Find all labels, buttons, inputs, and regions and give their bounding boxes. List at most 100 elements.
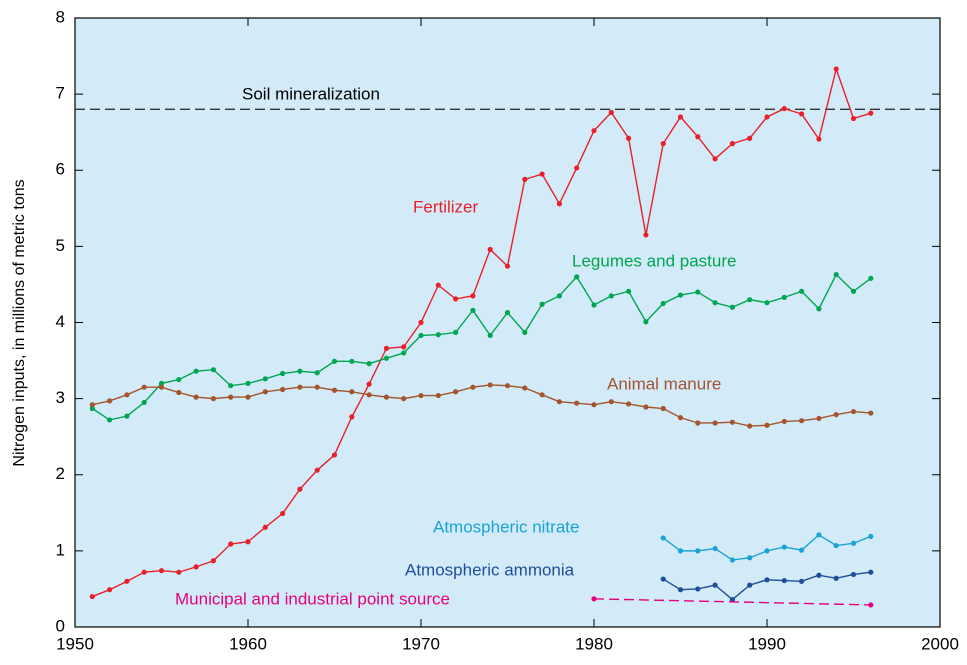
point — [677, 548, 684, 554]
point — [539, 171, 545, 177]
y-tick-label: 6 — [56, 160, 65, 179]
point — [833, 575, 839, 581]
point — [556, 399, 563, 405]
point — [418, 392, 424, 399]
point — [556, 293, 563, 299]
point — [591, 128, 597, 134]
point — [297, 384, 303, 390]
point — [764, 577, 770, 583]
point — [504, 310, 511, 316]
point — [262, 389, 268, 395]
point — [107, 398, 113, 404]
point — [799, 578, 805, 584]
point — [504, 263, 511, 269]
point — [158, 384, 165, 390]
point — [193, 394, 199, 400]
point — [522, 329, 528, 335]
point — [228, 383, 234, 389]
point — [747, 297, 753, 303]
plot-frame — [74, 17, 941, 628]
point — [608, 293, 614, 299]
y-tick-label: 4 — [56, 312, 65, 331]
point — [280, 510, 286, 517]
point — [193, 564, 199, 570]
series-label: Municipal and industrial point source — [175, 589, 450, 608]
point — [314, 370, 320, 376]
series-label: Legumes and pasture — [572, 251, 736, 270]
point — [124, 392, 130, 398]
point — [366, 392, 372, 398]
y-tick-label: 0 — [56, 616, 65, 635]
point — [695, 548, 701, 554]
point — [158, 380, 165, 386]
point — [799, 111, 805, 117]
series-label: Atmospheric ammonia — [405, 560, 575, 579]
point — [729, 557, 736, 563]
point — [816, 136, 822, 142]
point — [850, 408, 857, 415]
point — [522, 176, 528, 182]
point — [401, 344, 407, 350]
point — [712, 582, 718, 588]
point — [349, 389, 355, 395]
point — [245, 394, 251, 400]
point — [314, 467, 320, 473]
point — [591, 596, 597, 602]
point — [764, 114, 770, 120]
point — [816, 415, 822, 422]
point — [712, 545, 718, 552]
x-tick-label: 1990 — [748, 634, 786, 653]
point — [453, 329, 459, 335]
series-label: Soil mineralization — [242, 84, 380, 103]
x-tick-label: 2000 — [921, 634, 959, 653]
point — [453, 389, 459, 395]
point — [418, 319, 424, 326]
point — [729, 419, 736, 425]
point — [868, 569, 874, 575]
point — [141, 384, 147, 390]
point — [643, 319, 649, 325]
series-line — [593, 598, 871, 606]
point — [608, 399, 614, 405]
x-tick-label: 1960 — [229, 634, 267, 653]
point — [418, 332, 424, 339]
point — [487, 332, 493, 339]
point — [349, 414, 355, 420]
point — [677, 587, 684, 593]
point — [729, 304, 736, 310]
point — [89, 402, 95, 408]
point — [280, 386, 286, 393]
point — [124, 578, 130, 584]
point — [522, 385, 528, 391]
point — [470, 307, 476, 313]
point — [833, 271, 839, 278]
point — [210, 558, 216, 564]
point — [660, 141, 666, 147]
point — [781, 577, 787, 584]
point — [89, 405, 95, 412]
point — [868, 533, 874, 540]
series-label: Animal manure — [607, 374, 721, 393]
point — [453, 296, 459, 302]
point — [539, 301, 545, 307]
point — [158, 568, 165, 574]
point — [712, 300, 718, 306]
point — [643, 404, 649, 410]
point — [833, 66, 839, 72]
point — [210, 396, 216, 402]
point — [331, 452, 338, 458]
point — [176, 376, 182, 383]
point — [435, 282, 441, 288]
series-label: Fertilizer — [413, 197, 479, 216]
point — [695, 586, 701, 592]
series-line — [91, 273, 872, 421]
point — [747, 135, 753, 141]
point — [556, 201, 563, 207]
point — [764, 422, 770, 428]
point — [781, 294, 787, 300]
point — [89, 593, 95, 600]
point — [435, 392, 441, 399]
point — [107, 417, 113, 423]
point — [487, 382, 493, 388]
point — [245, 380, 251, 386]
